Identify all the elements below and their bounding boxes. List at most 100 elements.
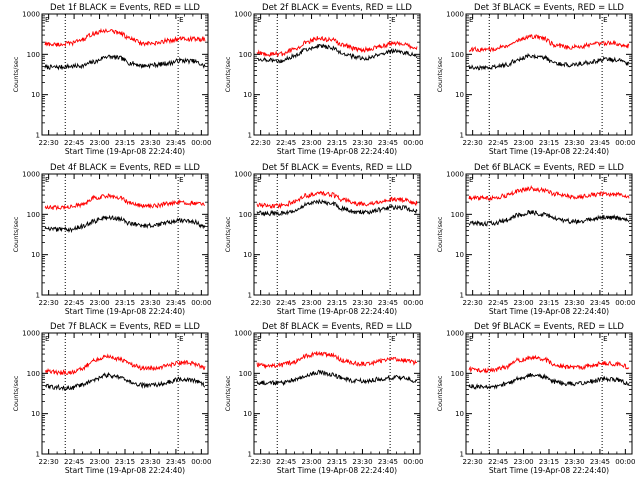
x-tick-label: 22:45 — [64, 139, 84, 147]
x-tick-label: 22:30 — [463, 458, 483, 466]
x-tick-label: 22:30 — [39, 299, 59, 307]
x-tick-label: 23:15 — [539, 458, 559, 466]
x-tick-label: 23:45 — [378, 299, 398, 307]
y-tick-label: 1000 — [446, 171, 464, 179]
x-tick-label: 00:00 — [615, 139, 635, 147]
x-tick-label: 22:45 — [64, 458, 84, 466]
x-tick-label: 23:45 — [166, 458, 186, 466]
y-tick-label: 1 — [248, 132, 252, 140]
y-tick-label: 10 — [31, 91, 40, 99]
y-tick-label: 1 — [460, 292, 464, 300]
x-tick-label: 23:00 — [89, 299, 109, 307]
y-axis-label: Counts/sec — [224, 56, 232, 92]
series-lld — [468, 184, 630, 202]
marker-label: E — [257, 176, 261, 184]
x-tick-label: 23:15 — [539, 139, 559, 147]
plot-frame — [41, 332, 209, 455]
x-tick-label: 22:45 — [276, 299, 296, 307]
series-lld — [44, 193, 206, 211]
marker-label: E — [391, 16, 395, 24]
x-tick-label: 23:45 — [378, 458, 398, 466]
x-tick-label: 22:45 — [488, 458, 508, 466]
x-tick-label: 23:30 — [140, 299, 160, 307]
x-axis-label: Start Time (19-Apr-08 22:24:40) — [489, 466, 609, 475]
series-events — [468, 52, 630, 71]
series-lld — [44, 353, 206, 376]
x-tick-label: 00:00 — [191, 139, 211, 147]
x-tick-label: 23:30 — [564, 299, 584, 307]
y-tick-label: 1000 — [234, 330, 252, 338]
x-tick-label: 23:45 — [590, 139, 610, 147]
y-tick-label: 1000 — [22, 330, 40, 338]
x-tick-label: 23:00 — [89, 458, 109, 466]
y-tick-label: 100 — [451, 370, 464, 378]
y-tick-label: 100 — [451, 51, 464, 59]
x-tick-label: 23:00 — [513, 299, 533, 307]
y-tick-label: 1 — [248, 451, 252, 459]
panel-title: Det 5f BLACK = Events, RED = LLD — [262, 163, 412, 173]
panel-title: Det 8f BLACK = Events, RED = LLD — [262, 322, 412, 332]
y-axis-label: Counts/sec — [12, 56, 20, 92]
x-tick-label: 22:30 — [463, 139, 483, 147]
x-tick-label: 23:00 — [513, 458, 533, 466]
x-tick-label: 22:45 — [276, 458, 296, 466]
x-tick-label: 23:45 — [378, 139, 398, 147]
x-tick-label: 23:00 — [301, 139, 321, 147]
series-events — [256, 198, 418, 217]
y-tick-label: 10 — [243, 91, 252, 99]
y-tick-label: 100 — [239, 370, 252, 378]
y-tick-label: 1000 — [22, 171, 40, 179]
x-tick-label: 23:00 — [301, 458, 321, 466]
panel-title: Det 2f BLACK = Events, RED = LLD — [262, 3, 412, 13]
x-tick-label: 22:45 — [64, 299, 84, 307]
x-tick-label: 00:00 — [403, 139, 423, 147]
x-tick-label: 23:30 — [564, 139, 584, 147]
marker-label: E — [179, 16, 183, 24]
y-axis-label: Counts/sec — [12, 216, 20, 252]
marker-label: E — [391, 176, 395, 184]
y-axis-label: Counts/sec — [436, 56, 444, 92]
series-lld — [468, 34, 630, 53]
panel-title: Det 4f BLACK = Events, RED = LLD — [50, 163, 200, 173]
x-axis-label: Start Time (19-Apr-08 22:24:40) — [277, 307, 397, 316]
marker-label: E — [469, 16, 473, 24]
series-lld — [256, 351, 418, 370]
x-tick-label: 23:00 — [513, 139, 533, 147]
y-tick-label: 1 — [36, 292, 40, 300]
x-tick-label: 00:00 — [403, 458, 423, 466]
x-tick-label: 00:00 — [191, 458, 211, 466]
series-lld — [256, 190, 418, 209]
x-axis-label: Start Time (19-Apr-08 22:24:40) — [65, 466, 185, 475]
panel-title: Det 7f BLACK = Events, RED = LLD — [50, 322, 200, 332]
y-axis-label: Counts/sec — [436, 216, 444, 252]
series-lld — [44, 27, 206, 48]
marker-label: E — [45, 335, 49, 343]
x-tick-label: 00:00 — [615, 299, 635, 307]
marker-label: E — [45, 16, 49, 24]
x-tick-label: 23:15 — [115, 139, 135, 147]
x-tick-label: 22:30 — [251, 458, 271, 466]
x-tick-label: 00:00 — [615, 458, 635, 466]
x-tick-label: 22:30 — [39, 458, 59, 466]
x-tick-label: 23:15 — [327, 299, 347, 307]
x-axis-label: Start Time (19-Apr-08 22:24:40) — [277, 466, 397, 475]
series-events — [468, 373, 630, 391]
x-tick-label: 22:30 — [39, 139, 59, 147]
x-tick-label: 22:30 — [463, 299, 483, 307]
x-tick-label: 22:45 — [488, 139, 508, 147]
y-tick-label: 1 — [36, 132, 40, 140]
plot-frame — [41, 13, 209, 136]
x-tick-label: 22:30 — [251, 299, 271, 307]
y-tick-label: 1 — [36, 451, 40, 459]
x-tick-label: 00:00 — [191, 299, 211, 307]
plot-frame — [41, 173, 209, 296]
plot-frame — [465, 13, 633, 136]
